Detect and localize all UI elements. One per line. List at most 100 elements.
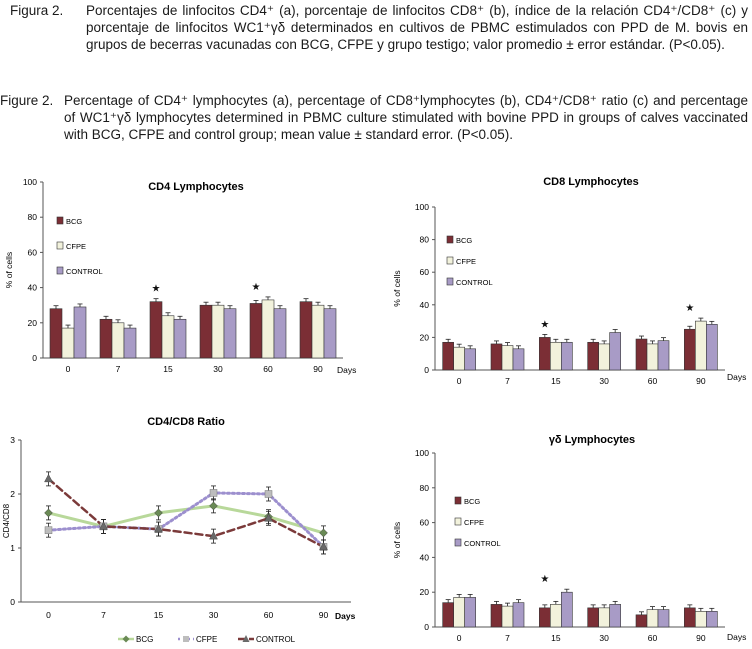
x-tick-label-15: 15	[154, 610, 164, 620]
bar-control-day-30	[609, 604, 621, 628]
bar-control-day-90	[706, 611, 718, 628]
x-tick-label-60: 60	[648, 633, 658, 643]
bar-bcg-day-0	[49, 308, 63, 359]
x-tick-label-60: 60	[264, 610, 274, 620]
x-tick-label-60: 60	[263, 364, 273, 374]
legend-label-bcg: BCG	[136, 635, 153, 644]
bar-bcg-day-60	[635, 614, 648, 628]
bar-bcg-day-0	[442, 602, 454, 628]
y-tick-label: 20	[28, 318, 38, 328]
line-series-control	[47, 477, 325, 549]
marker-cfpe-day-60	[264, 490, 273, 498]
bar-control-day-15	[561, 591, 573, 628]
bar-cfpe-day-30	[598, 343, 610, 371]
x-tick-label-0: 0	[66, 364, 71, 374]
marker-control-day-15	[154, 524, 163, 533]
y-tick-label: 80	[28, 212, 38, 222]
x-tick-label-0: 0	[46, 610, 51, 620]
x-tick-label-30: 30	[599, 633, 609, 643]
bar-cfpe-day-90	[695, 320, 707, 371]
bar-cfpe-day-30	[211, 304, 225, 359]
bar-bcg-day-90	[684, 607, 696, 628]
marker-bcg-day-90	[319, 528, 328, 538]
bar-bcg-day-7	[490, 343, 503, 371]
bar-control-day-60	[273, 308, 287, 359]
legend-swatch-control	[446, 277, 454, 286]
bar-bcg-day-0	[442, 341, 454, 371]
marker-control-day-60	[264, 513, 273, 522]
significance-star-day-15: ★	[152, 284, 161, 295]
bar-bcg-day-60	[635, 338, 648, 371]
bar-control-day-7	[512, 602, 525, 628]
bar-cfpe-day-15	[550, 341, 562, 371]
cd4-bar-chart: CD4 Lymphocytes 0 20 40 60 80 100 % of cells 0 7 1…	[4, 177, 356, 375]
legend-marker-bcg	[122, 635, 130, 643]
y-tick-label: 20	[420, 587, 430, 597]
bar-cfpe-day-0	[61, 327, 75, 359]
caption-spanish-label: Figura 2.	[10, 3, 64, 18]
x-tick-label-15: 15	[163, 364, 173, 374]
y-tick-label: 3	[10, 435, 15, 445]
y-tick-label: 0	[32, 353, 37, 363]
legend-label-control: CONTROL	[256, 635, 296, 644]
chart-title: CD8 Lymphocytes	[543, 176, 639, 188]
bar-bcg-day-90	[684, 328, 696, 371]
y-tick-label: 1	[10, 543, 15, 553]
x-axis-label: Days	[727, 632, 746, 642]
bar-bcg-day-15	[149, 301, 163, 359]
x-tick-label-60: 60	[648, 376, 658, 386]
marker-bcg-day-0	[44, 508, 53, 518]
y-axis-label: % of cells	[392, 522, 402, 558]
legend-label-control: CONTROL	[456, 278, 493, 287]
bar-cfpe-day-90	[695, 611, 707, 628]
x-tick-label-30: 30	[213, 364, 223, 374]
y-tick-label: 0	[10, 597, 15, 607]
legend-swatch-cfpe	[446, 256, 454, 265]
marker-bcg-day-15	[154, 508, 163, 518]
bar-control-day-15	[561, 341, 573, 371]
x-tick-label-7: 7	[116, 364, 121, 374]
bar-cfpe-day-60	[261, 299, 275, 359]
bar-cfpe-day-90	[311, 304, 325, 359]
y-tick-label: 60	[28, 247, 38, 257]
x-tick-label-15: 15	[551, 376, 561, 386]
legend-swatch-bcg	[454, 496, 462, 505]
caption-english-label: Figure 2.	[0, 93, 54, 108]
cd8-bar-chart: CD8 Lymphocytes 0 20 40 60 80 100 % of cells 0 7 1…	[392, 176, 746, 386]
legend-label-cfpe: CFPE	[66, 242, 86, 251]
line-series-cfpe	[47, 491, 325, 549]
chart-title: CD4/CD8 Ratio	[147, 416, 225, 428]
bar-control-day-90	[323, 308, 337, 359]
bar-control-day-15	[173, 318, 187, 359]
marker-bcg-day-30	[209, 501, 218, 511]
legend-swatch-cfpe	[56, 241, 64, 250]
x-tick-label-7: 7	[505, 633, 510, 643]
y-tick-label: 20	[420, 332, 430, 342]
legend-swatch-control	[56, 266, 64, 275]
caption-english-text: Percentage of CD4⁺ lymphocytes (a), perc…	[64, 93, 748, 142]
legend-label-bcg: BCG	[456, 236, 472, 245]
x-tick-label-30: 30	[599, 376, 609, 386]
significance-star-day-15: ★	[540, 319, 549, 330]
bar-bcg-day-90	[299, 301, 313, 359]
legend-label-control: CONTROL	[464, 539, 501, 548]
bar-control-day-0	[464, 597, 476, 628]
legend-label-cfpe: CFPE	[456, 257, 476, 266]
bar-cfpe-day-60	[646, 609, 659, 628]
bar-bcg-day-60	[249, 303, 263, 359]
x-tick-label-15: 15	[551, 633, 561, 643]
bar-control-day-7	[512, 348, 525, 371]
caption-english: Figure 2. Percentage of CD4⁺ lymphocytes…	[0, 92, 748, 143]
bar-control-day-7	[123, 327, 137, 359]
bar-cfpe-day-30	[598, 607, 610, 628]
y-axis-label: % of cells	[392, 270, 402, 306]
bar-control-day-30	[223, 308, 237, 359]
x-tick-label-7: 7	[505, 376, 510, 386]
bar-cfpe-day-7	[111, 322, 125, 359]
legend-label-bcg: BCG	[66, 217, 82, 226]
bar-cfpe-day-60	[646, 343, 659, 371]
marker-cfpe-day-30	[209, 489, 218, 497]
significance-star-day-60: ★	[252, 282, 261, 293]
marker-cfpe-day-0	[44, 526, 53, 534]
gd-bar-chart: γδ Lymphocytes 0 20 40 60 80 100 % of cells 0 7 15…	[392, 434, 746, 643]
